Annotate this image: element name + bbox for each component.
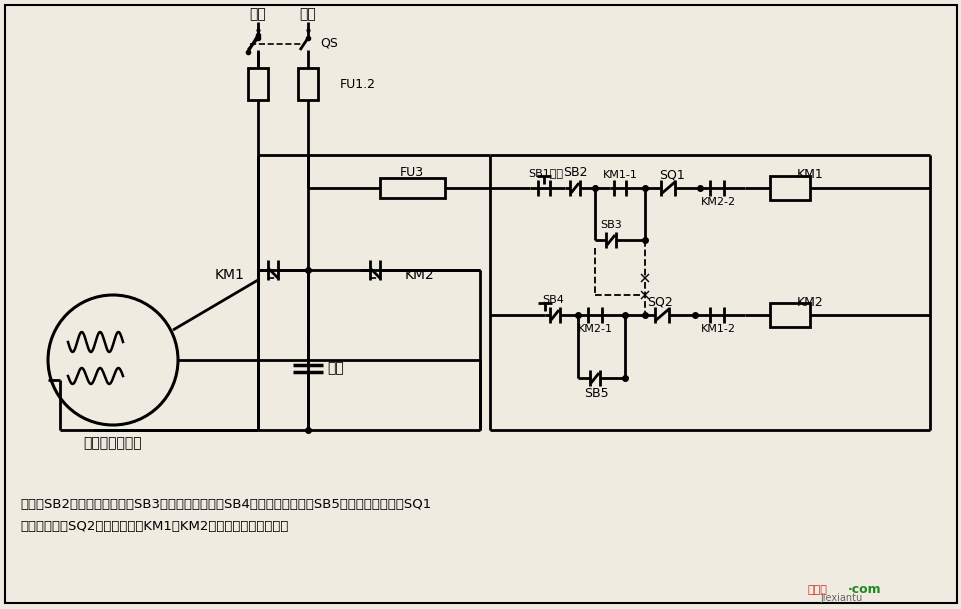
Text: SB3: SB3 [600,220,621,230]
Text: 说明：SB2为上升启动按钮，SB3为上升点动按钮，SB4为下降启动按钮，SB5为下降点动按钮；SQ1: 说明：SB2为上升启动按钮，SB3为上升点动按钮，SB4为下降启动按钮，SB5为… [20,498,431,511]
Text: KM1: KM1 [796,169,823,181]
Text: 电容: 电容 [328,361,344,375]
Text: KM1-1: KM1-1 [602,170,637,180]
Text: SB5: SB5 [583,387,607,401]
Bar [769,176,809,200]
Text: 接线图: 接线图 [807,585,827,595]
Text: KM1-2: KM1-2 [700,324,735,334]
Text: SQ1: SQ1 [658,169,684,181]
Text: FU3: FU3 [400,166,424,180]
Text: KM2: KM2 [796,295,823,309]
Text: FU1.2: FU1.2 [339,77,376,91]
Bar [298,68,318,100]
Text: jiexiantu: jiexiantu [819,593,861,603]
Bar [248,68,268,100]
Text: KM2-2: KM2-2 [700,197,735,207]
Text: ·com: ·com [847,583,880,596]
Bar [769,303,809,327]
Text: KM1: KM1 [215,268,245,282]
Text: 为最高限位，SQ2为最低限位。KM1、KM2可用中间继电器代替。: 为最高限位，SQ2为最低限位。KM1、KM2可用中间继电器代替。 [20,520,288,533]
Text: SB2: SB2 [562,166,586,180]
Text: 零线: 零线 [299,7,316,21]
Text: SB4: SB4 [541,295,563,305]
Text: SQ2: SQ2 [647,295,672,309]
Text: SB1停止: SB1停止 [528,168,563,178]
Text: 单相电容电动机: 单相电容电动机 [84,436,142,450]
Text: KM2-1: KM2-1 [577,324,612,334]
Text: 火线: 火线 [249,7,266,21]
Text: QS: QS [320,37,337,49]
Text: KM2: KM2 [405,268,434,282]
Bar [380,178,445,198]
